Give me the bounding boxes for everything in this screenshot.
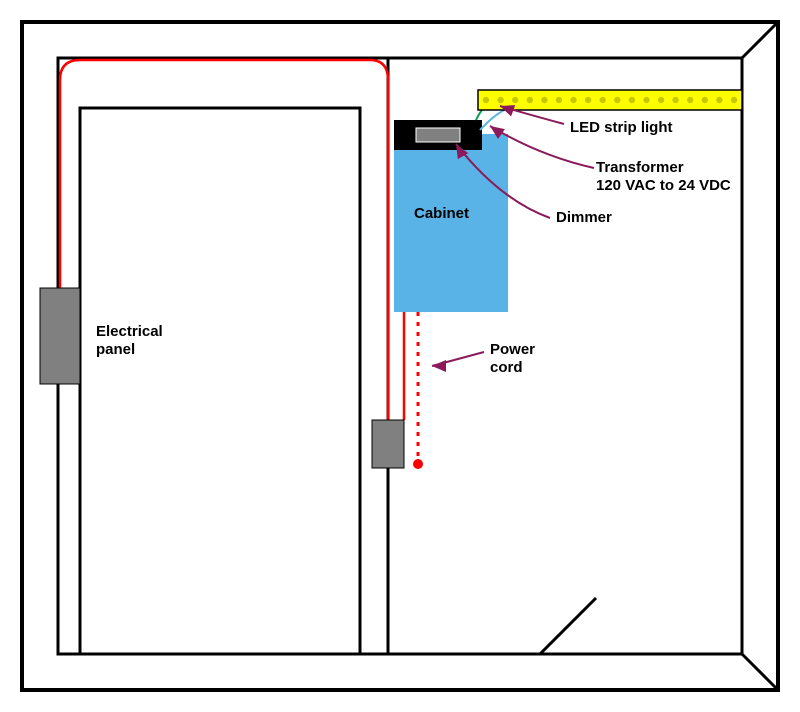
power-cord-end — [413, 459, 423, 469]
led-dot — [483, 97, 489, 103]
led-dot — [556, 97, 562, 103]
led-dot — [629, 97, 635, 103]
arrowhead-icon — [432, 360, 446, 372]
wiring-diagram: Electrical panel Cabinet LED strip light… — [0, 0, 800, 712]
electrical-panel-label-2: panel — [96, 341, 135, 358]
transformer-inner — [416, 128, 460, 142]
led-dot — [672, 97, 678, 103]
led-dot — [541, 97, 547, 103]
electrical-panel — [40, 288, 80, 384]
led-dot — [658, 97, 664, 103]
door-opening — [80, 108, 360, 654]
led-dot — [702, 97, 708, 103]
led-dot — [585, 97, 591, 103]
led-dot — [643, 97, 649, 103]
led-dot — [731, 97, 737, 103]
power-cord-label: Power — [490, 341, 535, 358]
led-dot — [614, 97, 620, 103]
led-dot — [527, 97, 533, 103]
transformer-label: Transformer — [596, 159, 684, 176]
led-dot — [497, 97, 503, 103]
cabinet — [394, 134, 508, 312]
led-dot — [570, 97, 576, 103]
dimmer-label: Dimmer — [556, 209, 612, 226]
cabinet-label: Cabinet — [414, 205, 469, 222]
led-dot — [716, 97, 722, 103]
junction-box — [372, 420, 404, 468]
electrical-panel-label: Electrical — [96, 323, 163, 340]
led-dot — [687, 97, 693, 103]
led-dot — [600, 97, 606, 103]
transformer-label-2: 120 VAC to 24 VDC — [596, 177, 731, 194]
diag-line-bottom-mid — [540, 598, 596, 654]
led-dot — [512, 97, 518, 103]
power-cord-label-2: cord — [490, 359, 523, 376]
led-strip-label: LED strip light — [570, 119, 673, 136]
diag-line-bottom-right — [742, 654, 776, 688]
wire-red-main — [60, 60, 388, 420]
diag-line-top — [742, 24, 776, 58]
